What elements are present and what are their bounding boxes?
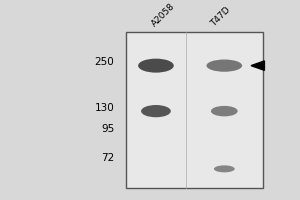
Text: 250: 250 [94,57,114,67]
Text: 130: 130 [94,103,114,113]
Ellipse shape [211,106,238,116]
Text: T47D: T47D [209,6,232,29]
Text: 72: 72 [101,153,114,163]
FancyBboxPatch shape [126,32,263,188]
Text: 95: 95 [101,124,114,134]
Ellipse shape [138,59,174,73]
Ellipse shape [214,165,235,172]
Ellipse shape [206,60,242,72]
Text: A2058: A2058 [150,2,176,29]
Polygon shape [251,61,264,70]
Ellipse shape [141,105,171,117]
